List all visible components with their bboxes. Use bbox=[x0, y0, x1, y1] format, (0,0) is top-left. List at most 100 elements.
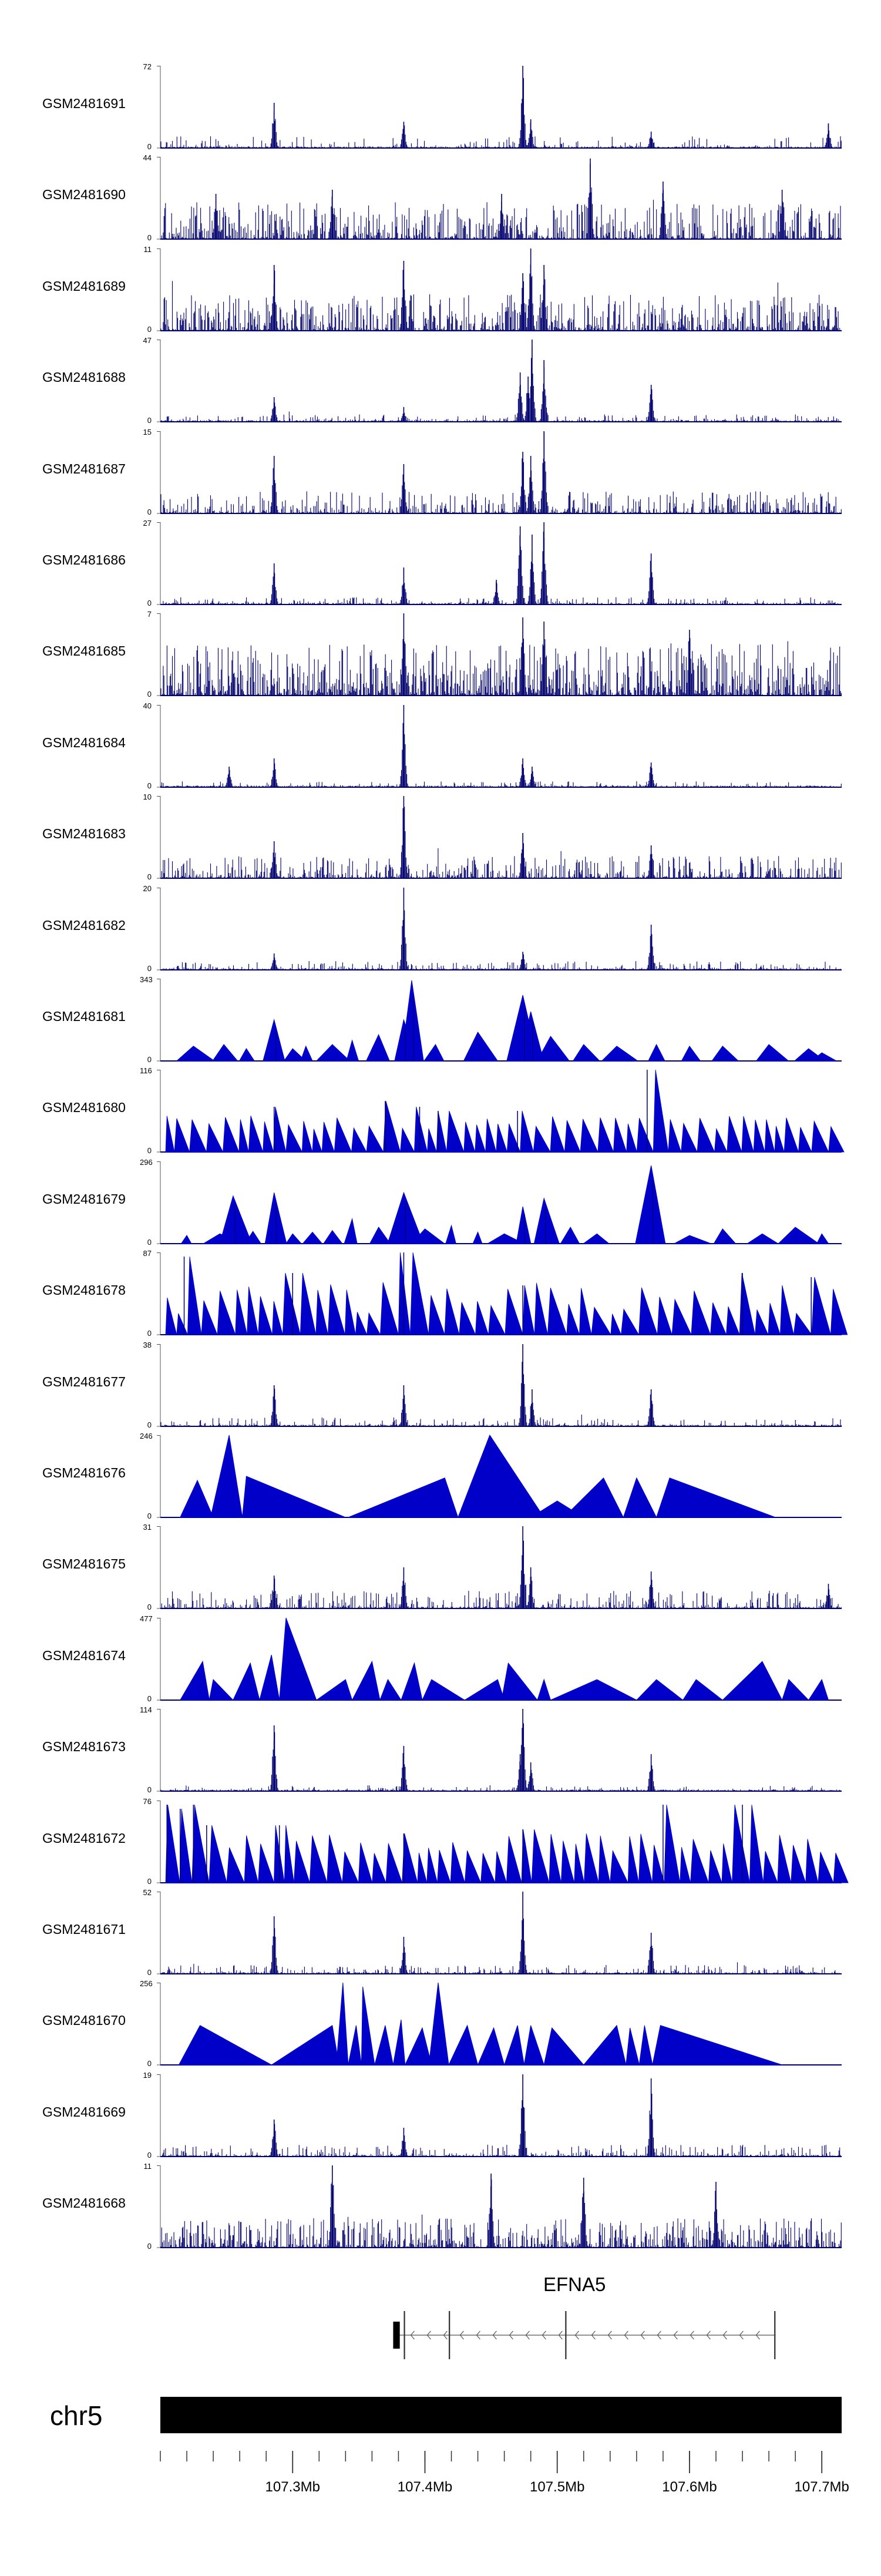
y-max-label: 343 bbox=[140, 975, 153, 984]
y-axis bbox=[157, 2074, 161, 2157]
gene-annotation: EFNA5 bbox=[0, 2273, 881, 2379]
tri-42 bbox=[741, 1116, 754, 1153]
tri-30 bbox=[584, 1833, 599, 1883]
tri-10 bbox=[309, 1835, 328, 1883]
peak-11 bbox=[411, 1228, 446, 1244]
strand-arrow-21 bbox=[755, 2330, 760, 2340]
y-max-label: 116 bbox=[140, 1066, 152, 1076]
tri-44 bbox=[764, 1119, 775, 1153]
track-plot bbox=[157, 1434, 842, 1518]
peak-8 bbox=[344, 1217, 358, 1244]
strand-arrow-10 bbox=[574, 2330, 579, 2340]
signal-bars bbox=[162, 2074, 841, 2157]
strand-arrow-16 bbox=[673, 2330, 678, 2340]
tri-33 bbox=[613, 1118, 627, 1153]
tri-34 bbox=[657, 1297, 672, 1335]
y-max-label: 256 bbox=[140, 1979, 153, 1989]
y-axis bbox=[157, 796, 161, 879]
track-label: GSM2481688 bbox=[42, 370, 126, 385]
tri-45 bbox=[791, 1845, 806, 1883]
strand-arrow-9 bbox=[558, 2330, 563, 2340]
tri-0 bbox=[165, 1804, 180, 1883]
track-GSM2481671: GSM2481671 52 0 bbox=[0, 1889, 881, 1979]
signal-bars bbox=[160, 248, 842, 331]
y-axis bbox=[157, 1435, 161, 1518]
signal-bars bbox=[160, 522, 842, 604]
tri-15 bbox=[366, 1312, 381, 1335]
strand-arrow-0 bbox=[410, 2330, 415, 2340]
tri-18 bbox=[414, 1107, 428, 1153]
tri-18 bbox=[426, 1847, 438, 1883]
tri-0 bbox=[165, 1298, 177, 1335]
peak-11 bbox=[423, 1044, 445, 1062]
peak-14 bbox=[519, 1011, 544, 1062]
exon-0 bbox=[393, 2322, 400, 2349]
track-GSM2481682: GSM2481682 20 0 bbox=[0, 884, 881, 975]
strand-arrow-3 bbox=[459, 2330, 464, 2340]
tri-15 bbox=[385, 1843, 403, 1883]
tri-17 bbox=[652, 2025, 782, 2065]
signal-path bbox=[160, 264, 842, 331]
exon-4 bbox=[774, 2311, 776, 2359]
track-label: GSM2481681 bbox=[42, 1009, 126, 1024]
signal-bars bbox=[160, 704, 842, 787]
tri-22 bbox=[475, 1301, 489, 1335]
track-plot bbox=[157, 1892, 842, 1974]
tri-9 bbox=[294, 1841, 310, 1883]
peak-5 bbox=[285, 1233, 302, 1244]
track-plot bbox=[157, 1983, 842, 2066]
tri-17 bbox=[781, 1678, 809, 1701]
peak-2 bbox=[238, 1048, 255, 1062]
track-GSM2481668: GSM2481668 11 0 bbox=[0, 2162, 881, 2252]
tri-28 bbox=[560, 1841, 575, 1883]
tri-0 bbox=[178, 2025, 272, 2065]
tri-23 bbox=[488, 1305, 506, 1335]
tri-24 bbox=[506, 1836, 522, 1883]
strand-arrow-8 bbox=[542, 2330, 546, 2340]
signal-path bbox=[160, 347, 841, 422]
track-label: GSM2481686 bbox=[42, 552, 126, 567]
track-plot bbox=[157, 979, 842, 1062]
track-label: GSM2481676 bbox=[42, 1465, 126, 1480]
tri-16 bbox=[402, 1833, 418, 1883]
y-max-label: 296 bbox=[140, 1157, 153, 1167]
tri-42 bbox=[749, 1804, 764, 1883]
tri-15 bbox=[626, 2028, 640, 2065]
tri-4 bbox=[458, 1434, 545, 1518]
tri-29 bbox=[574, 1843, 585, 1883]
track-GSM2481677: GSM2481677 38 0 bbox=[0, 1341, 881, 1431]
track-label: GSM2481687 bbox=[42, 461, 126, 476]
peak-15 bbox=[536, 1036, 570, 1062]
y-axis bbox=[157, 704, 161, 788]
peak-12 bbox=[445, 1224, 456, 1244]
tri-1 bbox=[174, 1119, 190, 1153]
tri-8 bbox=[401, 1661, 423, 1701]
strand-arrow-14 bbox=[640, 2330, 645, 2340]
tri-2 bbox=[189, 1119, 207, 1153]
tri-17 bbox=[417, 1852, 428, 1883]
tri-5 bbox=[238, 1119, 249, 1153]
track-plot bbox=[157, 1526, 842, 1610]
tri-1 bbox=[179, 1808, 193, 1883]
peak-18 bbox=[582, 1233, 610, 1244]
peak-23 bbox=[778, 1227, 820, 1244]
gene-model bbox=[393, 2311, 776, 2359]
y-min-label: 0 bbox=[147, 1420, 152, 1429]
track-plot bbox=[157, 1617, 842, 1701]
tri-20 bbox=[436, 1111, 447, 1153]
tri-47 bbox=[798, 1127, 812, 1153]
exon-1 bbox=[403, 2311, 405, 2359]
track-GSM2481675: GSM2481675 31 0 bbox=[0, 1523, 881, 1613]
track-plot bbox=[157, 613, 842, 697]
track-GSM2481678: GSM2481678 87 0 bbox=[0, 1250, 881, 1339]
y-max-label: 11 bbox=[143, 2162, 152, 2171]
track-label: GSM2481671 bbox=[42, 1922, 126, 1937]
tri-29 bbox=[579, 1288, 592, 1335]
tri-7 bbox=[404, 2027, 432, 2065]
y-max-label: 10 bbox=[143, 792, 152, 802]
tri-45 bbox=[774, 1126, 785, 1153]
track-GSM2481688: GSM2481688 47 0 bbox=[0, 337, 881, 426]
tri-34 bbox=[626, 1124, 637, 1153]
tri-19 bbox=[437, 1849, 451, 1883]
tri-3 bbox=[259, 1654, 280, 1701]
